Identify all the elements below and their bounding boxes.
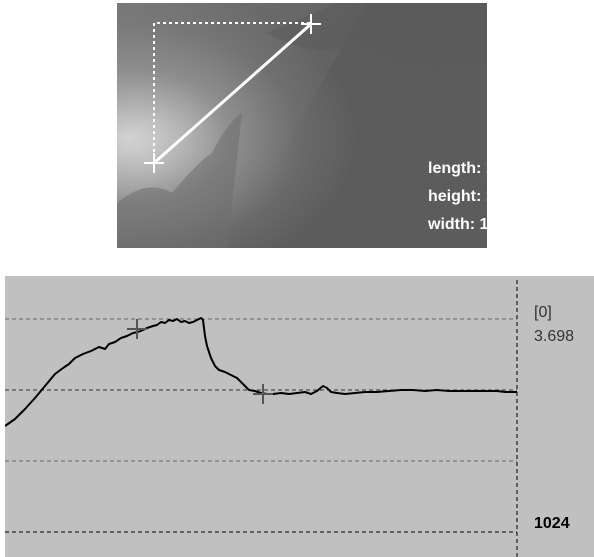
profile-marker-end[interactable] xyxy=(253,384,273,404)
measurement-readout: length: 152.971 height: 102.0 width: 114… xyxy=(428,155,487,239)
bounding-box-outline xyxy=(153,22,310,158)
profile-plot-canvas xyxy=(5,280,518,557)
image-viewer[interactable]: length: 152.971 height: 102.0 width: 114… xyxy=(117,3,487,248)
measure-line[interactable] xyxy=(153,22,312,165)
profile-plot[interactable]: [0] 3.698 1024 xyxy=(5,276,594,557)
length-readout: length: 152.971 xyxy=(428,160,487,177)
measure-end-handle[interactable] xyxy=(301,14,321,34)
x-max-label: 1024 xyxy=(534,515,570,532)
profile-marker-start[interactable] xyxy=(127,319,147,339)
width-readout: width: 114.0 xyxy=(428,216,487,233)
reference-value-label: 3.698 xyxy=(534,328,575,345)
grayscale-image xyxy=(117,3,487,248)
profile-line xyxy=(5,317,517,427)
height-readout: height: 102.0 xyxy=(428,188,487,205)
channel-index-label: [0] xyxy=(534,304,552,321)
measure-start-handle[interactable] xyxy=(144,153,164,173)
